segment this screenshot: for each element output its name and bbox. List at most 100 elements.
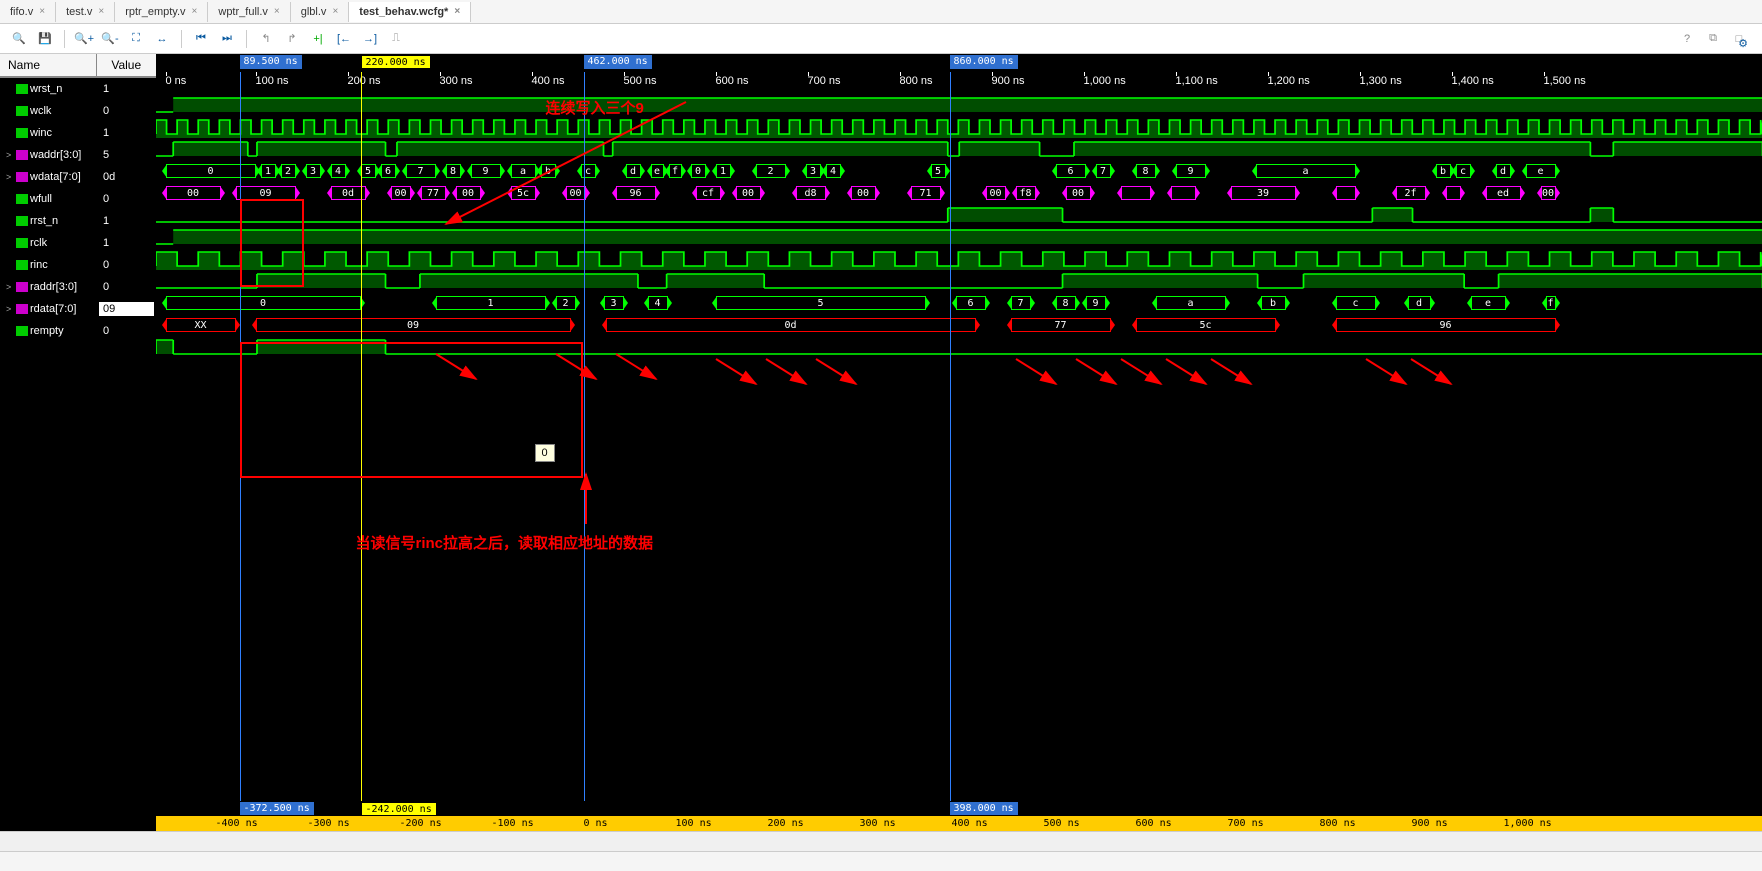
ruler-tick: 800 ns [900,75,933,87]
cursor-line[interactable] [950,72,951,801]
horizontal-scrollbar[interactable] [0,831,1762,851]
close-icon[interactable]: × [98,6,104,17]
zoom-in-icon[interactable]: 🔍+ [73,28,95,50]
waveform-row[interactable] [156,336,1762,358]
bus-segment: 1 [716,164,731,178]
next-transition-icon[interactable]: ⏭ [216,28,238,50]
add-marker-icon[interactable]: ↰ [255,28,277,50]
tab-wptr-full-v[interactable]: wptr_full.v× [208,2,290,22]
signal-row-rinc[interactable]: rinc0 [0,254,156,276]
signal-value: 0d [97,171,156,183]
ruler-tick: -300 ns [308,818,350,829]
close-icon[interactable]: × [332,6,338,17]
signal-row-raddr-3-0-[interactable]: >raddr[3:0]0 [0,276,156,298]
cursor-line[interactable] [240,72,241,801]
settings-icon[interactable]: ⚙ [1732,32,1754,54]
signal-row-wfull[interactable]: wfull0 [0,188,156,210]
zoom-out-icon[interactable]: 🔍- [99,28,121,50]
zoom-fit-icon[interactable]: ⛶ [125,28,147,50]
tab-glbl-v[interactable]: glbl.v× [291,2,350,22]
bus-segment: b [1261,296,1286,310]
ruler-tick: 700 ns [1228,818,1264,829]
signal-row-rclk[interactable]: rclk1 [0,232,156,254]
ruler-tick: 0 ns [584,818,608,829]
bus-segment: 4 [648,296,668,310]
close-icon[interactable]: × [192,6,198,17]
signal-row-rempty[interactable]: rempty0 [0,320,156,342]
tab-rptr-empty-v[interactable]: rptr_empty.v× [115,2,208,22]
waveform-row[interactable] [156,270,1762,292]
signal-type-icon [16,260,28,270]
remove-marker-icon[interactable]: ↱ [281,28,303,50]
waveform-row[interactable] [156,94,1762,116]
goto2-icon[interactable]: →] [359,28,381,50]
prev-transition-icon[interactable]: ⏮ [190,28,212,50]
goto-icon[interactable]: [← [333,28,355,50]
close-icon[interactable]: × [274,6,280,17]
ruler-tick: 300 ns [440,75,473,87]
waveform-row[interactable] [156,116,1762,138]
cursor-marker[interactable]: 220.000 ns [361,55,431,69]
signal-row-waddr-3-0-[interactable]: >waddr[3:0]5 [0,144,156,166]
waveform-row[interactable] [156,204,1762,226]
waveform-row[interactable] [156,226,1762,248]
save-icon[interactable]: 💾 [34,28,56,50]
bus-segment: b [1436,164,1451,178]
cursor-line[interactable] [361,72,362,801]
waveform-row[interactable]: 0123456789abcdef [156,292,1762,314]
waveform-row[interactable]: XX090d775c96 [156,314,1762,336]
signal-row-wdata-7-0-[interactable]: >wdata[7:0]0d [0,166,156,188]
signal-name: raddr[3:0] [30,281,77,293]
bus-segment: 9 [1176,164,1206,178]
swap-icon[interactable]: +| [307,28,329,50]
bus-segment: 71 [911,186,941,200]
value-header[interactable]: Value [97,54,156,76]
zoom-cursor-icon[interactable]: ↔ [151,28,173,50]
signal-row-wclk[interactable]: wclk0 [0,100,156,122]
tab-fifo-v[interactable]: fifo.v× [0,2,56,22]
close-icon[interactable]: × [454,6,460,17]
bus-segment: 0 [691,164,706,178]
bus-segment: 5c [1136,318,1276,332]
ruler-tick: 100 ns [256,75,289,87]
signal-row-rdata-7-0-[interactable]: >rdata[7:0]09 [0,298,156,320]
bus-segment: cf [696,186,721,200]
tab-test-v[interactable]: test.v× [56,2,115,22]
cursor-marker[interactable]: -372.500 ns [240,802,314,816]
waveform-row[interactable] [156,248,1762,270]
waveform-row[interactable] [156,138,1762,160]
close-icon[interactable]: × [39,6,45,17]
maximize-icon[interactable]: ⧉ [1702,28,1724,50]
signal-name: rempty [30,325,64,337]
ruler-tick: 600 ns [716,75,749,87]
ruler-tick: 1,000 ns [1504,818,1552,829]
signal-type-icon [16,128,28,138]
search-icon[interactable]: 🔍 [8,28,30,50]
bus-segment: 2 [556,296,576,310]
cursor-line[interactable] [584,72,585,801]
cursor-marker[interactable]: 462.000 ns [584,55,652,69]
tab-test-behav-wcfg-[interactable]: test_behav.wcfg*× [349,2,471,22]
bus-segment: 8 [1136,164,1156,178]
ruler-tick: 1,500 ns [1544,75,1586,87]
signal-type-icon [16,216,28,226]
ruler-tick: 600 ns [1136,818,1172,829]
waveform-row[interactable]: 0123456789abcdef0123456789abcde [156,160,1762,182]
bus-segment: d8 [796,186,826,200]
signal-row-rrst-n[interactable]: rrst_n1 [0,210,156,232]
signal-row-wrst-n[interactable]: wrst_n1 [0,78,156,100]
help-icon[interactable]: ? [1676,28,1698,50]
bus-segment: 00 [1541,186,1556,200]
edge-icon[interactable]: ⎍ [385,28,407,50]
waveform-area[interactable]: 89.500 ns220.000 ns462.000 ns860.000 ns … [156,54,1762,831]
bus-segment [1336,186,1356,200]
cursor-marker[interactable]: 860.000 ns [950,55,1018,69]
signal-row-winc[interactable]: winc1 [0,122,156,144]
name-header[interactable]: Name [0,54,97,76]
cursor-marker[interactable]: -242.000 ns [361,802,437,816]
cursor-marker[interactable]: 398.000 ns [950,802,1018,816]
cursor-marker[interactable]: 89.500 ns [240,55,302,69]
waveform-row[interactable]: 00090d0077005c0096cf00d8007100f800392fed… [156,182,1762,204]
bus-segment: 09 [256,318,571,332]
bus-segment [1446,186,1461,200]
